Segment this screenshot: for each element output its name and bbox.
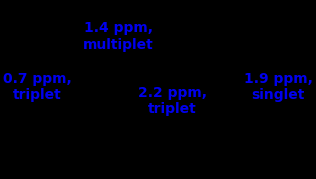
Text: 1.9 ppm,
singlet: 1.9 ppm, singlet	[244, 72, 313, 102]
Text: 2.2 ppm,
triplet: 2.2 ppm, triplet	[138, 86, 207, 116]
Text: 0.7 ppm,
triplet: 0.7 ppm, triplet	[3, 72, 72, 102]
Text: 1.4 ppm,
multiplet: 1.4 ppm, multiplet	[83, 21, 154, 52]
